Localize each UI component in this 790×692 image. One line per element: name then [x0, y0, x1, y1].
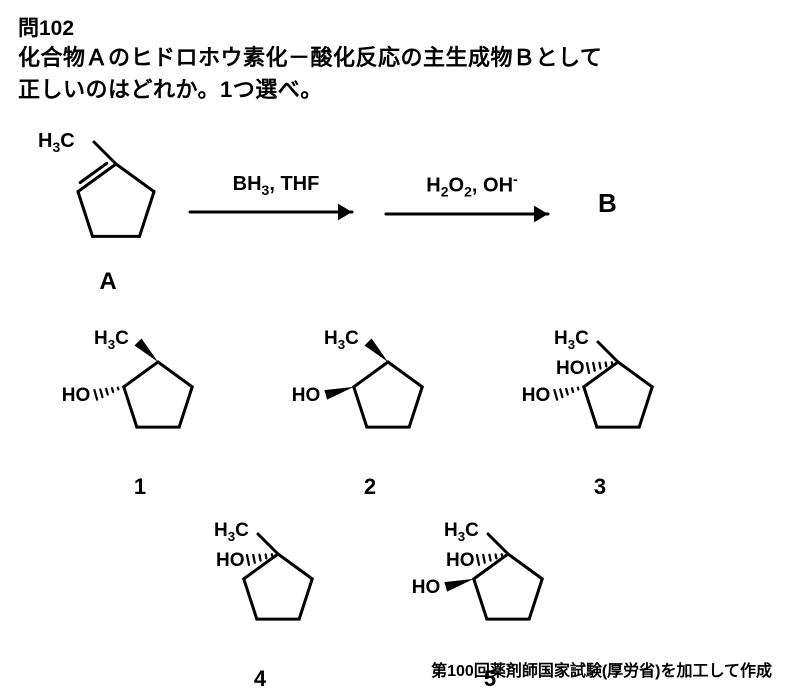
- methyl-label: H3C: [38, 130, 75, 155]
- option-1-number: 1: [134, 474, 146, 500]
- option-2: H3C HO 2: [290, 326, 450, 500]
- methyl-label: H3C: [444, 520, 479, 544]
- question-text-line1: 化合物Ａのヒドロホウ素化－酸化反応の主生成物Ｂとして: [18, 42, 772, 74]
- source-footer: 第100回薬剤師国家試験(厚労省)を加工して作成: [431, 657, 772, 681]
- reagent1-label: BH3, THF: [233, 173, 320, 198]
- oh-bottom-label: HO: [522, 385, 551, 407]
- oh-top-label: HO: [446, 550, 475, 572]
- arrow-step2: H2O2, OH-: [382, 171, 562, 226]
- methyl-label: H3C: [324, 328, 359, 352]
- option-3: H3C HO HO 3: [520, 326, 680, 500]
- product-b-label: B: [598, 188, 617, 219]
- oh-top-label: HO: [556, 358, 585, 380]
- reagent2-label: H2O2, OH-: [426, 171, 517, 200]
- option-1: H3C HO 1: [60, 326, 220, 500]
- oh-bottom-label: HO: [292, 385, 321, 407]
- methyl-label: H3C: [554, 328, 589, 352]
- methyl-label: H3C: [214, 520, 249, 544]
- oh-bottom-label: HO: [412, 577, 441, 599]
- option-4-number: 4: [254, 666, 266, 692]
- reaction-scheme: H3C BH3, THF H2O2, OH- B: [0, 134, 790, 264]
- option-3-number: 3: [594, 474, 606, 500]
- arrow2-svg: [382, 202, 562, 226]
- option-2-number: 2: [364, 474, 376, 500]
- question-number: 問102: [18, 12, 772, 42]
- oh-top-label: HO: [216, 550, 245, 572]
- compound-a-structure: H3C: [38, 134, 178, 264]
- methyl-label: H3C: [94, 328, 129, 352]
- arrow-step1: BH3, THF: [186, 173, 366, 224]
- question-text-line2: 正しいのはどれか。1つ選べ。: [18, 74, 772, 106]
- arrow1-svg: [186, 200, 366, 224]
- option-4: H3C HO 4: [180, 518, 340, 692]
- oh-bottom-label: HO: [62, 385, 91, 407]
- option-4-structure: [180, 518, 340, 658]
- options-row-1: H3C HO 1 H3C HO 2 H3C HO HO 3: [0, 326, 790, 500]
- compound-a-label: A: [38, 268, 178, 296]
